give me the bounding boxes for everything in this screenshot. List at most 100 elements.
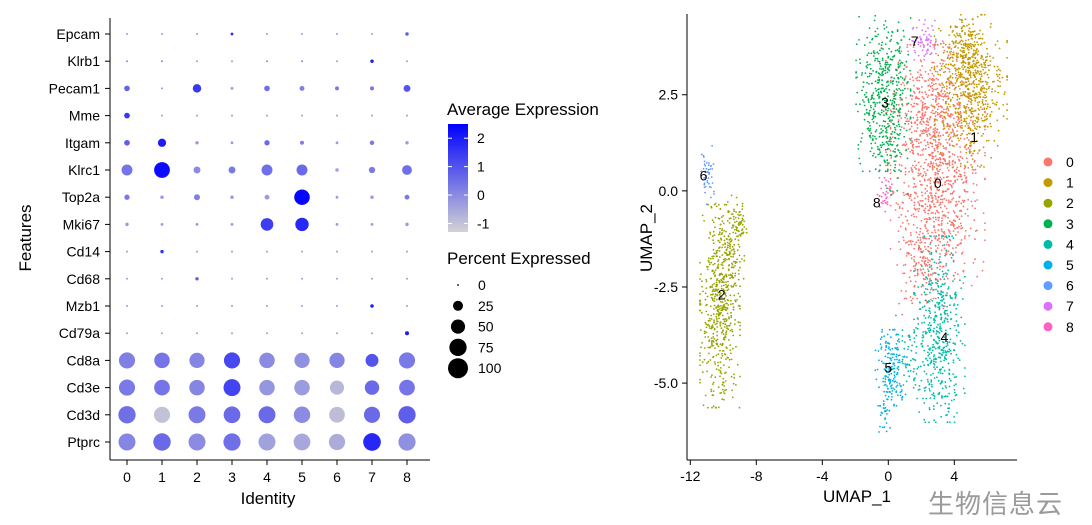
cell-point — [921, 260, 923, 262]
cell-point — [867, 98, 870, 100]
cell-point — [885, 99, 888, 102]
cell-point — [933, 46, 936, 48]
cell-point — [945, 179, 948, 182]
cell-point — [983, 72, 986, 75]
cell-point — [942, 305, 945, 307]
cell-point — [715, 318, 718, 320]
cell-point — [720, 287, 723, 290]
cell-point — [868, 83, 870, 85]
cell-point — [715, 251, 718, 254]
cell-point — [891, 365, 893, 368]
cell-point — [994, 43, 997, 46]
cell-point — [896, 49, 899, 51]
cell-point — [952, 260, 955, 263]
cell-point — [950, 184, 953, 187]
cell-point — [728, 232, 731, 235]
cell-point — [915, 373, 918, 375]
cell-point — [933, 79, 936, 81]
cell-point — [896, 367, 899, 370]
cell-point — [929, 115, 932, 118]
dot-itgam-0 — [124, 139, 130, 146]
cell-point — [962, 24, 965, 27]
cell-point — [933, 220, 935, 223]
cell-point — [897, 21, 900, 24]
cell-point — [889, 219, 892, 222]
cell-point — [734, 299, 737, 302]
cell-point — [973, 96, 975, 99]
cell-point — [905, 149, 907, 152]
cell-point — [922, 397, 924, 400]
cell-point — [927, 355, 930, 357]
cell-point — [959, 340, 962, 342]
cell-point — [959, 81, 962, 84]
cell-point — [937, 292, 940, 295]
cell-point — [897, 81, 900, 83]
cell-point — [954, 93, 957, 96]
cell-point — [952, 135, 955, 138]
cell-point — [865, 111, 868, 114]
cell-point — [713, 319, 715, 322]
cell-point — [904, 112, 907, 115]
cell-point — [937, 336, 940, 339]
cell-point — [952, 53, 954, 56]
cell-point — [944, 350, 947, 352]
cell-point — [901, 360, 903, 363]
dot-ptprc-8 — [398, 433, 416, 451]
cell-point — [978, 93, 981, 96]
cell-point — [968, 63, 971, 65]
dot-mme-5 — [301, 114, 303, 117]
cell-point — [957, 52, 959, 55]
cell-point — [958, 103, 961, 106]
cell-point — [943, 319, 946, 322]
cell-point — [953, 34, 956, 37]
cell-point — [875, 89, 878, 92]
cell-point — [931, 61, 933, 64]
cell-point — [731, 227, 733, 229]
cell-point — [881, 136, 884, 138]
cell-point — [929, 192, 931, 194]
cell-point — [954, 76, 957, 79]
cell-point — [711, 339, 714, 342]
cell-point — [911, 105, 914, 108]
cell-point — [741, 258, 743, 260]
cell-point — [938, 204, 941, 207]
cell-point — [944, 43, 947, 46]
cell-point — [882, 73, 885, 76]
cell-point — [703, 183, 706, 186]
cell-point — [940, 327, 942, 329]
cell-point — [714, 216, 717, 219]
cell-point — [718, 280, 721, 283]
dot-cd3d-0 — [118, 406, 136, 424]
cell-point — [935, 158, 938, 161]
cell-point — [885, 346, 887, 348]
cell-point — [894, 376, 896, 378]
cell-point — [933, 327, 935, 330]
cell-point — [884, 342, 887, 344]
cell-point — [937, 371, 940, 374]
cell-point — [942, 111, 945, 114]
cell-point — [868, 112, 871, 115]
dot-cd3d-3 — [223, 406, 241, 424]
cell-point — [925, 93, 927, 96]
cell-point — [935, 110, 937, 113]
cell-point — [866, 81, 868, 84]
dot-cd68-1 — [161, 277, 163, 280]
dot-mme-8 — [406, 114, 408, 117]
cell-point — [924, 257, 927, 260]
cell-point — [923, 402, 926, 404]
cell-point — [912, 387, 915, 389]
cell-point — [704, 394, 707, 397]
cell-point — [725, 333, 727, 336]
cell-point — [871, 37, 874, 40]
cell-point — [883, 176, 886, 179]
cell-point — [933, 166, 936, 168]
cell-point — [713, 327, 716, 330]
cell-point — [723, 239, 726, 242]
cell-point — [937, 195, 940, 198]
cell-point — [991, 88, 994, 91]
cell-point — [713, 271, 716, 274]
cell-point — [956, 103, 958, 105]
cell-point — [934, 177, 936, 180]
cell-point — [950, 98, 952, 101]
cell-point — [706, 324, 709, 326]
